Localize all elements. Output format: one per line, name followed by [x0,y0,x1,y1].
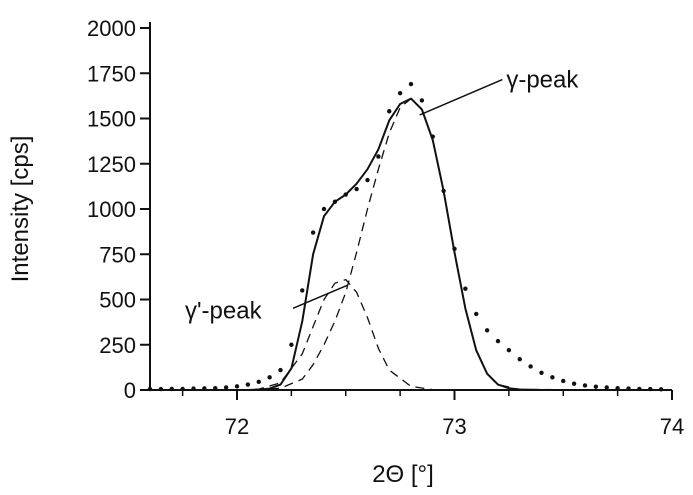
y-tick-label: 1500 [87,107,136,132]
data-point [419,98,425,103]
series-measured-points [147,81,664,392]
data-point [245,382,251,387]
data-point [267,375,272,380]
data-point [289,342,294,347]
y-tick-label: 0 [124,378,136,403]
data-point [278,367,283,373]
data-point [582,383,588,388]
axes: 0 250 500 750 1000 1250 1500 1750 2000 72 73 74 2Θ [… [7,16,684,488]
data-point [506,347,512,353]
x-axis-title: 2Θ [°] [372,461,434,488]
y-tick-label: 2000 [87,16,136,41]
data-point [234,384,240,389]
data-point [484,328,490,333]
y-tick-label: 1750 [87,61,136,86]
data-point [256,379,261,385]
data-point [365,177,370,183]
data-point [517,357,522,362]
data-point [604,385,609,390]
data-point [310,230,316,235]
data-point [539,370,544,376]
data-point [571,381,577,386]
y-tick-label: 750 [99,242,136,267]
data-point [528,364,533,369]
y-axis-title: Intensity [cps] [7,136,34,283]
y-tick-label: 500 [99,288,136,313]
x-tick-label: 74 [660,414,684,439]
data-point [376,154,381,159]
data-point [463,286,468,291]
annotation-gamma-peak: γ-peak [506,67,579,94]
data-point [397,90,403,96]
data-point [300,288,305,293]
series-gamma-peak [150,97,673,391]
data-point [387,109,392,114]
series-layer [147,81,673,392]
data-point [561,378,566,384]
series-fit-sum [150,97,672,391]
y-tick-label: 250 [99,333,136,358]
y-tick-label: 1000 [87,197,136,222]
series-gamma-prime-peak [150,278,673,391]
data-point [223,385,229,390]
data-point [354,186,359,192]
annotation-leader-line [292,284,349,310]
annotations-layer: γ-peak γ'-peak [185,67,579,325]
data-point [321,206,327,212]
data-point [550,375,555,380]
data-point [408,81,414,87]
y-tick-label: 1250 [87,152,136,177]
x-tick-label: 72 [225,414,249,439]
data-point [593,384,599,389]
data-point [474,311,479,317]
annotation-leader-line [419,78,503,116]
x-tick-label: 73 [442,414,466,439]
data-point [495,338,501,344]
annotation-gamma-prime-peak: γ'-peak [185,297,263,324]
